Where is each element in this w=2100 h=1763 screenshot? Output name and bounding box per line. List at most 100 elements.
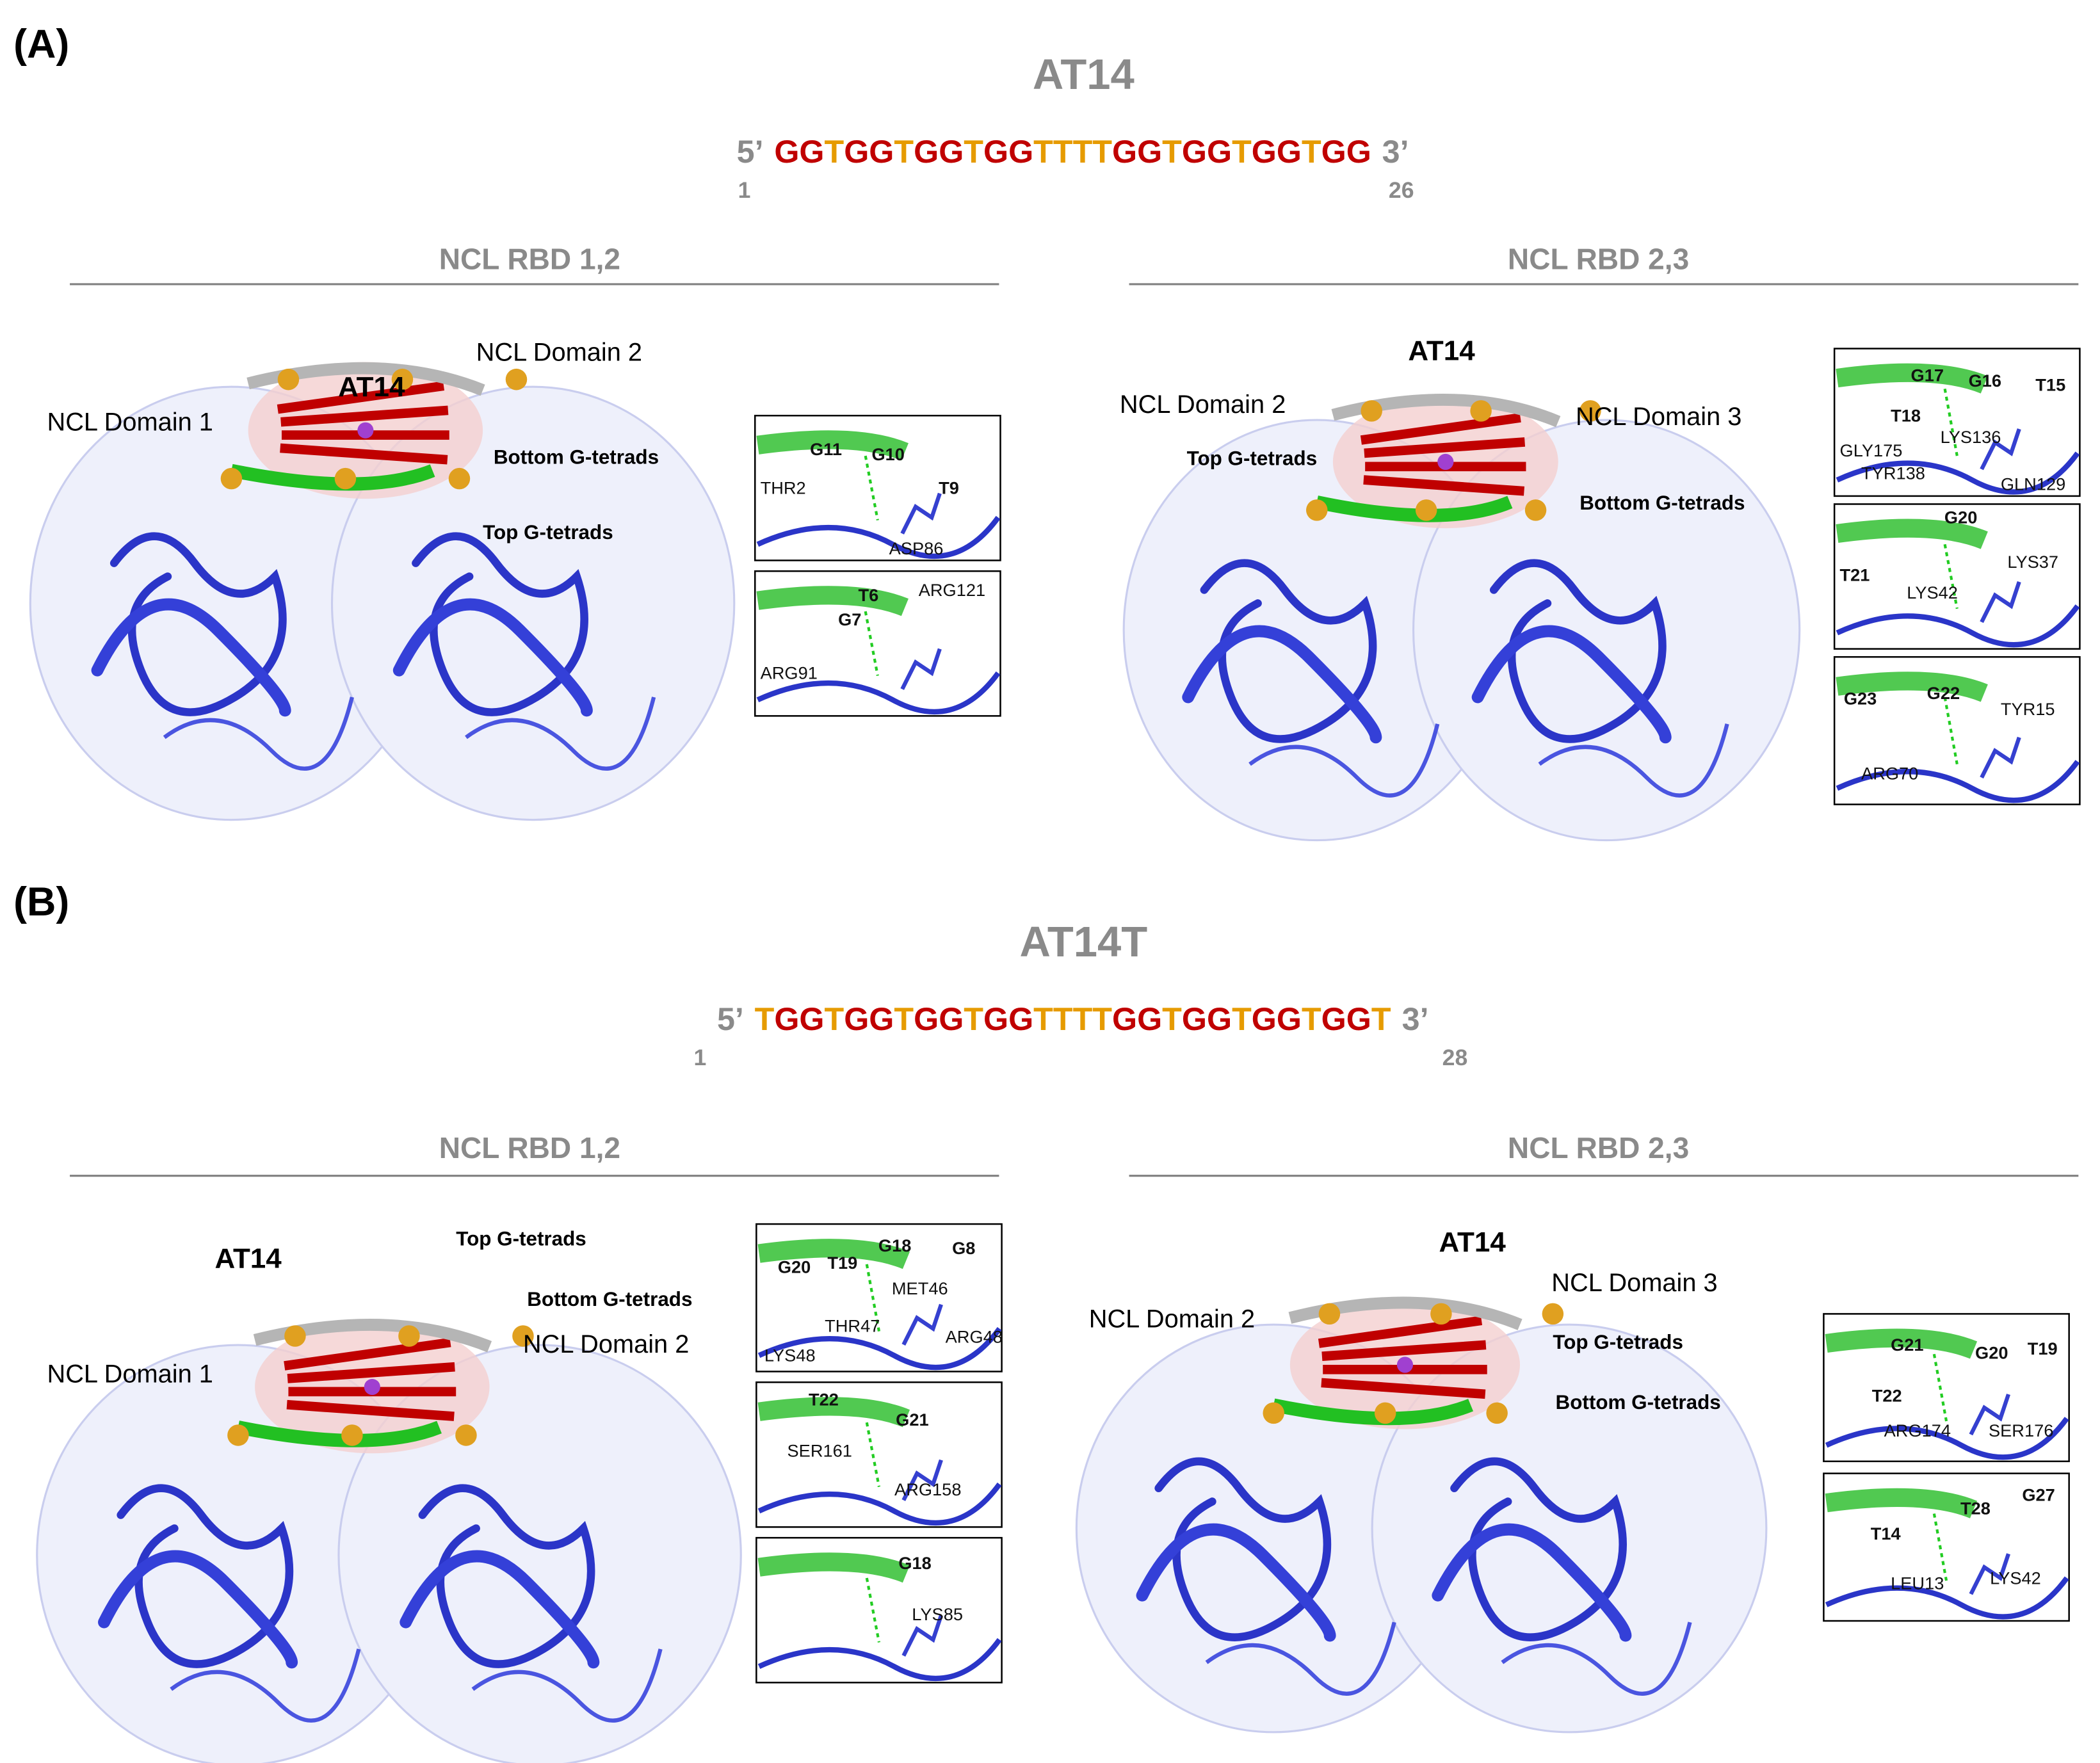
sequence-end: 26 [1389, 177, 1414, 203]
residue-label: T14 [1871, 1524, 1901, 1543]
residue-label: ARG121 [919, 580, 985, 600]
protein-surface [330, 385, 736, 821]
thymine [512, 1325, 534, 1347]
panel-title: AT14T [1019, 918, 1147, 966]
thymine [1470, 400, 1492, 422]
ion [1437, 453, 1454, 471]
residue-label: G23 [1844, 688, 1877, 708]
thymine [398, 1325, 420, 1347]
thymine [1579, 400, 1601, 422]
structure-label: Bottom G-tetrads [494, 446, 659, 469]
protein-loop [170, 1648, 361, 1723]
h-bond [864, 611, 879, 676]
h-bond [1943, 543, 1959, 609]
thymine [1361, 400, 1382, 422]
sequence-start: 1 [693, 1045, 706, 1070]
inset-ribbon [756, 671, 1001, 715]
inset-backbone [1836, 672, 1988, 702]
residue-label: T19 [2028, 1339, 2058, 1358]
structure-label: Bottom G-tetrads [527, 1288, 692, 1310]
residue-label: T22 [809, 1390, 839, 1410]
residue-label: MET46 [892, 1278, 948, 1298]
structure-label: AT14 [1408, 335, 1475, 366]
thymine [1318, 1303, 1341, 1325]
thymine [220, 467, 243, 490]
structure-label: NCL Domain 2 [1089, 1305, 1255, 1333]
inset-sidechain [1969, 1553, 2010, 1595]
thymine [391, 368, 414, 390]
residue-label: ARG70 [1861, 764, 1918, 784]
residue-label: G22 [1927, 683, 1960, 703]
structure-label: NCL Domain 2 [1120, 390, 1286, 419]
inset-ribbon [1836, 451, 2080, 495]
residue-label: THR2 [761, 478, 806, 498]
protein-ribbon [400, 1550, 600, 1669]
residue-label: GLN129 [2001, 474, 2065, 494]
inset-sidechain [901, 1614, 943, 1657]
structure-label: NCL Domain 1 [47, 408, 213, 436]
sequence-start: 1 [738, 177, 751, 203]
thymine [341, 1424, 363, 1446]
protein-ribbon [392, 598, 593, 717]
thymine [277, 368, 300, 390]
g-tetrad [1364, 437, 1526, 458]
residue-label: LYS37 [2007, 552, 2058, 572]
residue-label: G20 [778, 1257, 811, 1276]
thymine [1524, 499, 1547, 521]
thymine [284, 1325, 306, 1347]
sequence-end: 28 [1442, 1045, 1468, 1070]
structure-label: AT14 [214, 1243, 282, 1274]
thymine [1374, 1402, 1396, 1424]
residue-label: T9 [939, 478, 959, 498]
inset-sidechain [1980, 581, 2021, 624]
protein-surface [1371, 1323, 1768, 1734]
protein-surface [337, 1344, 742, 1763]
inset-sidechain [900, 648, 942, 690]
thymine [1415, 499, 1437, 521]
protein-loop [471, 1648, 663, 1723]
structure-label: AT14 [338, 371, 405, 403]
inset-backbone [757, 1239, 910, 1269]
protein-ribbon [98, 1550, 298, 1669]
complex-title: NCL RBD 1,2 [439, 1131, 620, 1164]
thymine [334, 467, 357, 490]
structure-label: Top G-tetrads [456, 1228, 586, 1250]
sequence-suffix: 3’ [1382, 134, 1409, 170]
thymine [455, 1424, 477, 1446]
inset-ribbon [757, 1482, 1002, 1526]
h-bond [864, 455, 879, 520]
structure-label: NCL Domain 3 [1551, 1269, 1717, 1297]
inset-backbone [757, 1552, 910, 1583]
residue-label: THR47 [825, 1316, 880, 1336]
protein-ribbon [412, 532, 588, 716]
residue-label: G18 [898, 1553, 931, 1573]
residue-label: LYS48 [764, 1346, 816, 1365]
sequence: GGTGGTGGTGGTTTTGGTGGTGGTGG [774, 134, 1371, 170]
g-tetrad [1321, 1378, 1486, 1399]
structure-label: Bottom G-tetrads [1556, 1391, 1721, 1413]
structure-label: Bottom G-tetrads [1579, 492, 1745, 514]
residue-label: ARG91 [761, 663, 818, 683]
inset-sidechain [901, 1303, 943, 1346]
residue-label: G11 [810, 439, 842, 459]
structure-label: NCL Domain 1 [47, 1360, 213, 1388]
ion [357, 422, 374, 439]
residue-label: SER161 [788, 1440, 852, 1460]
protein-ribbon [1471, 625, 1672, 744]
complex-title: NCL RBD 1,2 [439, 243, 620, 276]
sequence-prefix: 5’ [717, 1001, 744, 1037]
structure-label: AT14 [1439, 1227, 1506, 1258]
residue-label: T18 [1891, 406, 1921, 426]
h-bond [1943, 388, 1959, 456]
inset-ribbon [757, 1326, 1002, 1371]
residue-label: SER176 [1989, 1421, 2053, 1440]
residue-label: G20 [1944, 508, 1977, 527]
g-tetrad [280, 443, 448, 465]
protein-ribbon [1489, 559, 1667, 743]
residue-label: LYS42 [1990, 1568, 2041, 1588]
inset-backbone [1825, 1328, 1978, 1359]
protein-ribbon [1182, 625, 1382, 744]
thymine [1306, 499, 1328, 521]
g-tetrad [1363, 475, 1525, 496]
